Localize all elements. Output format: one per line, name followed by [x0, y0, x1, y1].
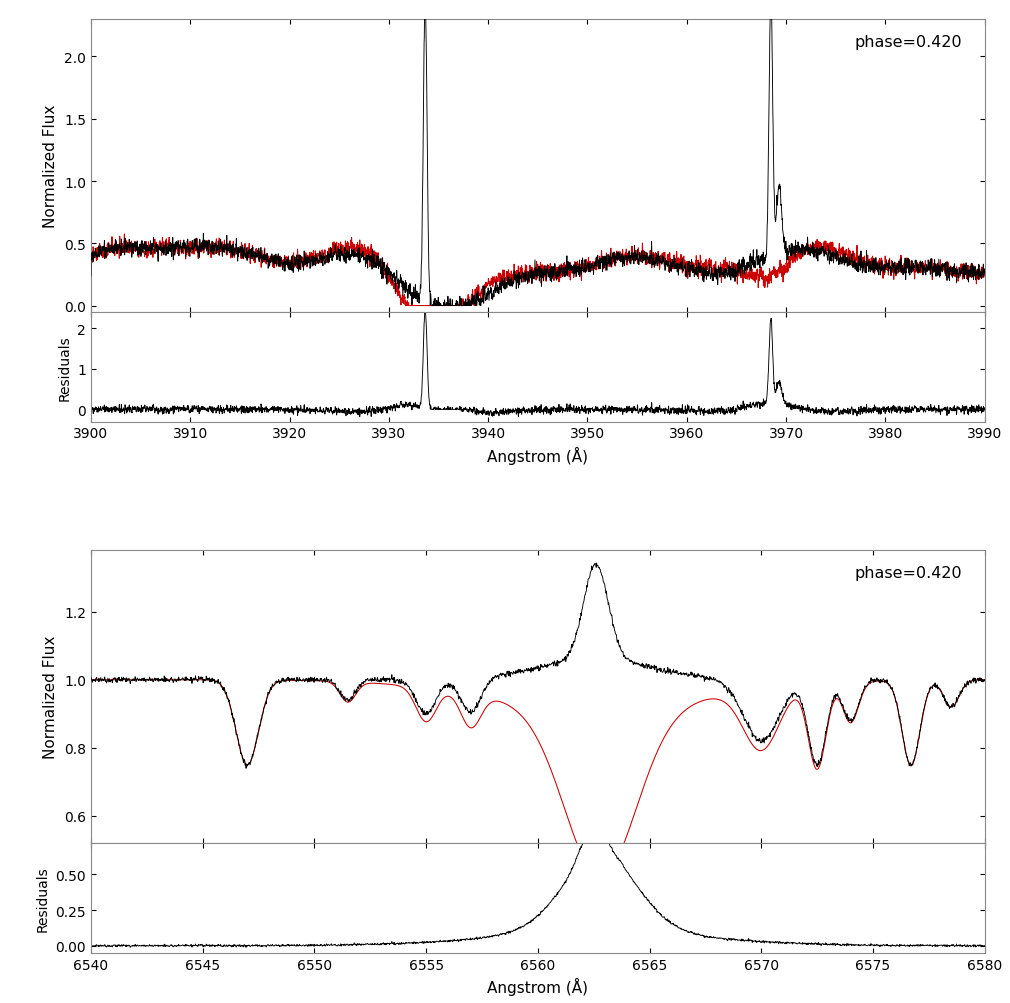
Y-axis label: Residuals: Residuals	[58, 334, 72, 400]
Y-axis label: Normalized Flux: Normalized Flux	[43, 104, 59, 228]
Text: phase=0.420: phase=0.420	[854, 35, 963, 50]
X-axis label: Angstrom (Å): Angstrom (Å)	[488, 446, 588, 464]
Y-axis label: Residuals: Residuals	[36, 866, 49, 931]
X-axis label: Angstrom (Å): Angstrom (Å)	[488, 977, 588, 995]
Text: phase=0.420: phase=0.420	[854, 566, 963, 581]
Y-axis label: Normalized Flux: Normalized Flux	[43, 635, 59, 758]
